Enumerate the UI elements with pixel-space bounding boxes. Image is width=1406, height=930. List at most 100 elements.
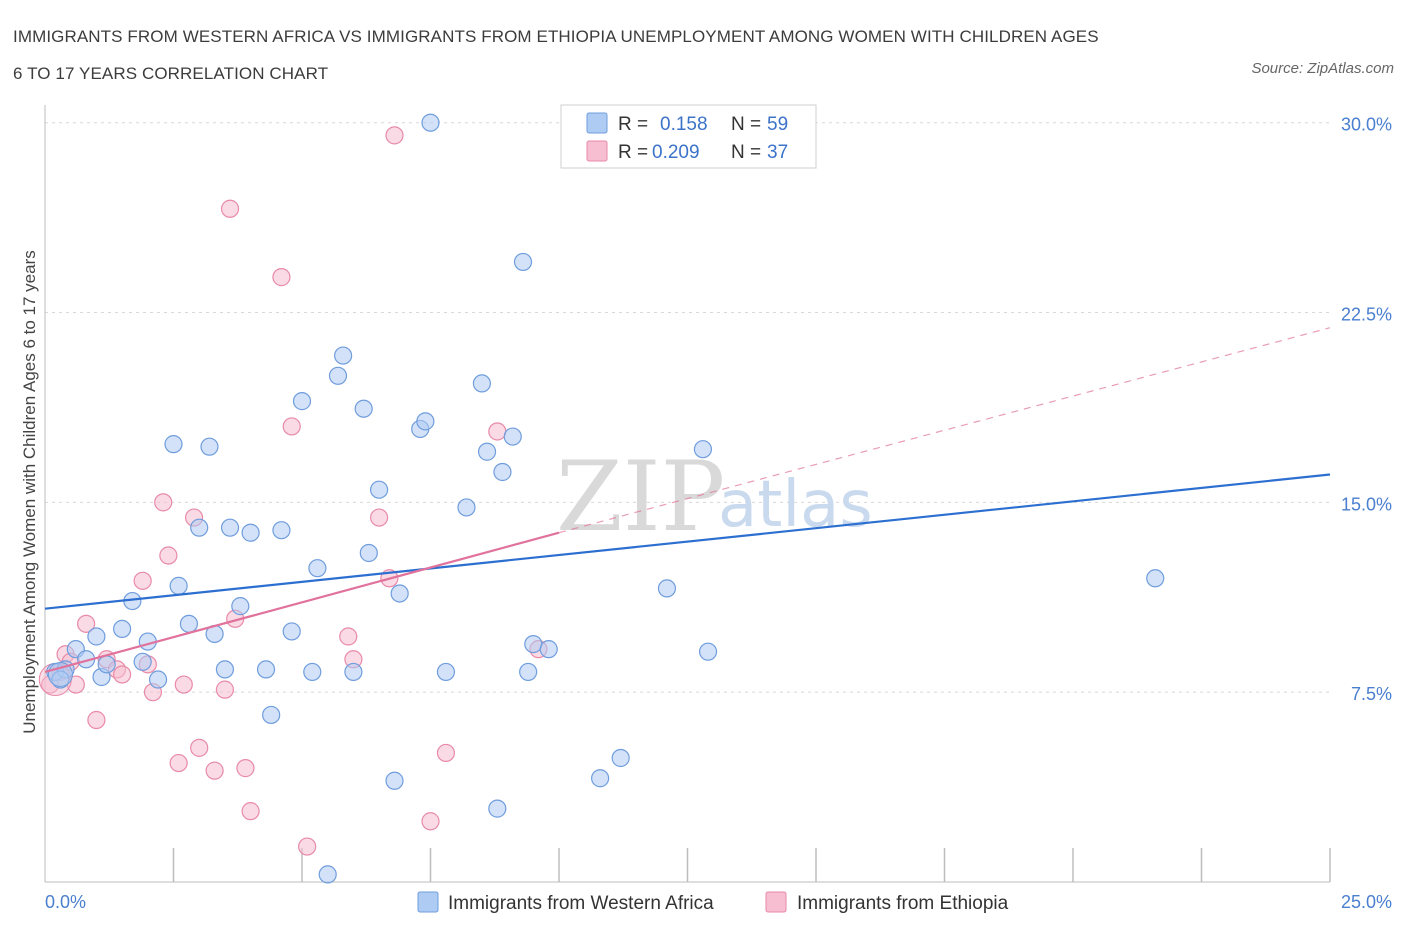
western-africa-point-21 <box>241 523 260 542</box>
western-africa-point-36 <box>385 771 404 790</box>
western-africa-point-6 <box>97 655 116 674</box>
western-africa-point-33 <box>354 399 373 418</box>
western-africa-point-22 <box>256 660 276 679</box>
x-tick-label-1: 25.0% <box>1341 892 1392 912</box>
western-africa-point-9 <box>133 652 152 671</box>
western-africa-point-46 <box>493 462 512 482</box>
legend-n-value-ethiopia: 37 <box>767 142 788 163</box>
legend-r-label-western-africa: R = <box>618 114 648 135</box>
ethiopia-point-28 <box>339 627 358 646</box>
western-africa-point-45 <box>488 799 507 818</box>
western-africa-points <box>46 113 1165 884</box>
y-tick-label-3: 30.0% <box>1341 115 1392 135</box>
western-africa-point-30 <box>328 366 348 385</box>
western-africa-point-4 <box>87 627 106 646</box>
western-africa-point-20 <box>231 597 250 616</box>
ethiopia-point-27 <box>298 837 317 856</box>
western-africa-point-48 <box>513 252 533 272</box>
western-africa-point-15 <box>190 518 209 537</box>
western-africa-point-37 <box>390 584 409 603</box>
western-africa-point-11 <box>148 670 168 689</box>
ethiopia-point-14 <box>159 546 178 565</box>
series-legend-swatch-ethiopia <box>765 891 787 913</box>
series-legend-label-western-africa: Immigrants from Western Africa <box>448 893 714 914</box>
western-africa-point-42 <box>457 498 476 517</box>
western-africa-point-44 <box>477 442 497 461</box>
y-tick-label-1: 15.0% <box>1341 494 1392 514</box>
chart-title-line1: IMMIGRANTS FROM WESTERN AFRICA VS IMMIGR… <box>13 27 1099 46</box>
western-africa-point-19 <box>220 518 240 537</box>
legend-r-label-ethiopia: R = <box>618 142 648 163</box>
legend-n-value-western-africa: 59 <box>767 114 788 135</box>
western-africa-point-40 <box>421 113 440 132</box>
x-tick-label-0: 0.0% <box>45 892 86 912</box>
western-africa-point-41 <box>436 662 456 682</box>
legend-swatch-ethiopia <box>586 140 608 162</box>
ethiopia-point-13 <box>154 493 173 512</box>
ethiopia-point-34 <box>436 743 456 763</box>
western-africa-point-50 <box>524 634 543 654</box>
western-africa-point-28 <box>308 559 327 578</box>
western-africa-point-34 <box>359 543 378 563</box>
western-africa-point-56 <box>698 642 718 661</box>
trendline-ethiopia <box>44 531 560 673</box>
western-africa-point-23 <box>262 705 281 725</box>
ethiopia-point-35 <box>488 422 507 441</box>
western-africa-point-51 <box>539 640 558 659</box>
ethiopia-point-5 <box>77 614 96 633</box>
chart-title: IMMIGRANTS FROM WESTERN AFRICA VS IMMIGR… <box>13 18 1243 92</box>
series-legend-label-ethiopia: Immigrants from Ethiopia <box>797 893 1009 914</box>
western-africa-point-18 <box>215 660 234 679</box>
legend-n-label-ethiopia: N = <box>731 142 761 163</box>
western-africa-point-7 <box>112 619 132 639</box>
legend-r-value-western-africa: 0.158 <box>660 114 708 135</box>
ethiopia-point-6 <box>87 710 106 730</box>
western-africa-point-24 <box>272 521 291 540</box>
trendline-western-africa <box>44 473 1331 610</box>
y-tick-label-0: 7.5% <box>1351 684 1392 704</box>
series-legend: Immigrants from Western Africa Immigrant… <box>417 891 1009 914</box>
western-africa-point-29 <box>318 865 337 884</box>
ethiopia-point-9 <box>112 665 132 684</box>
ethiopia-point-23 <box>236 759 255 778</box>
axes <box>44 105 1331 883</box>
western-africa-point-13 <box>169 576 188 595</box>
western-africa-point-43 <box>472 374 491 393</box>
western-africa-point-52 <box>591 769 610 788</box>
western-africa-point-16 <box>200 437 219 456</box>
western-africa-point-12 <box>164 435 183 454</box>
legend-swatch-western-africa <box>586 112 608 134</box>
ethiopia-point-21 <box>220 199 240 218</box>
ethiopia-point-19 <box>205 761 224 780</box>
watermark: ZIP atlas <box>556 441 873 553</box>
ethiopia-point-30 <box>370 508 389 527</box>
western-africa-point-57 <box>1146 569 1165 588</box>
western-africa-point-32 <box>344 662 363 682</box>
y-axis-label: Unemployment Among Women with Children A… <box>20 250 39 734</box>
source-label: Source: ZipAtlas.com <box>1251 60 1394 77</box>
western-africa-point-53 <box>611 748 630 768</box>
western-africa-point-31 <box>334 346 353 365</box>
series-legend-swatch-western-africa <box>417 891 439 913</box>
legend-n-label-western-africa: N = <box>731 114 761 135</box>
ethiopia-point-15 <box>169 753 188 773</box>
ethiopia-point-16 <box>174 675 193 694</box>
western-africa-point-47 <box>503 427 522 446</box>
ethiopia-point-20 <box>215 680 234 699</box>
western-africa-point-39 <box>416 412 435 431</box>
ethiopia-point-32 <box>385 126 404 145</box>
western-africa-point-27 <box>303 662 322 682</box>
tick-labels: 7.5% 15.0% 22.5% 30.0% 0.0% 25.0% <box>45 115 1392 912</box>
legend-r-value-ethiopia: 0.209 <box>652 142 700 163</box>
western-africa-point-14 <box>179 614 199 633</box>
ethiopia-point-18 <box>190 738 209 757</box>
correlation-legend: R = 0.158 N = 59 R = 0.209 N = 37 <box>560 104 817 169</box>
ethiopia-point-10 <box>133 571 152 590</box>
ethiopia-point-33 <box>421 812 440 831</box>
western-africa-point-55 <box>693 440 713 459</box>
western-africa-point-54 <box>657 579 677 598</box>
western-africa-point-26 <box>292 392 312 411</box>
western-africa-point-35 <box>370 480 389 499</box>
western-africa-point-25 <box>282 622 301 641</box>
